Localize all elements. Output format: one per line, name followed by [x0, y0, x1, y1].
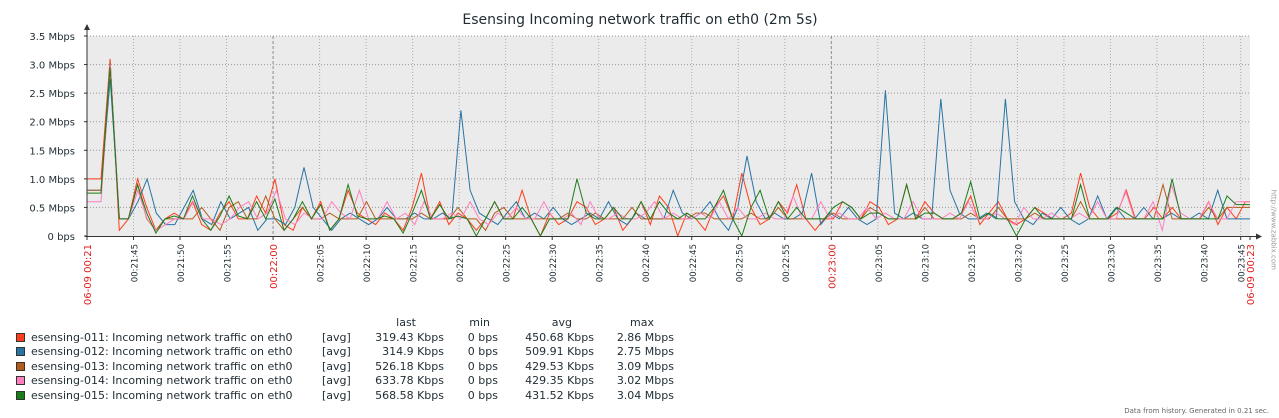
x-tick-label: 00:21:50 — [177, 244, 187, 282]
legend-max-value: 3.04 Mbps — [616, 388, 674, 402]
series-line-2 — [87, 78, 1250, 232]
legend-swatch — [16, 376, 25, 385]
series-lines — [87, 58, 1250, 238]
x-tick-label: 00:22:15 — [410, 244, 420, 282]
x-tick-label: 00:22:40 — [642, 244, 652, 282]
grid-lines — [87, 35, 1250, 236]
chart-title: Esensing Incoming network traffic on eth… — [462, 12, 817, 28]
legend-avg-value: 429.35 Kbps — [525, 374, 594, 387]
y-tick-label: 0.5 Mbps — [29, 203, 75, 214]
legend-min-value: 0 bps — [467, 374, 498, 387]
legend-header-avg: avg — [551, 316, 572, 329]
legend-min-value: 0 bps — [467, 388, 498, 402]
legend-function: [avg] — [322, 388, 351, 402]
legend-avg-value: 429.53 Kbps — [525, 359, 594, 373]
x-tick-label: 00:23:05 — [875, 244, 885, 282]
x-tick-label: 00:23:10 — [921, 244, 931, 282]
x-tick-label: 06-09 00:23 — [1246, 244, 1257, 305]
legend-header-last: last — [396, 316, 416, 329]
y-tick-label: 1.5 Mbps — [29, 146, 75, 157]
legend-function: [avg] — [322, 374, 351, 387]
x-tick-label: 00:23:20 — [1014, 244, 1024, 282]
legend-max-value: 2.75 Mbps — [616, 345, 674, 358]
legend-last-value: 633.78 Kbps — [375, 374, 444, 387]
y-axis-arrow-icon — [84, 24, 90, 30]
x-tick-label: 00:23:25 — [1061, 244, 1071, 282]
legend-name: esensing-015: Incoming network traffic o… — [31, 388, 293, 402]
x-tick-label: 00:22:30 — [549, 244, 559, 282]
legend-swatch — [16, 347, 25, 356]
y-tick-label: 1.0 Mbps — [29, 175, 75, 186]
legend-name: esensing-014: Incoming network traffic o… — [31, 374, 293, 387]
x-tick-label: 00:22:50 — [735, 244, 745, 282]
x-tick-label: 00:22:45 — [689, 244, 699, 282]
x-tick-label: 00:23:00 — [827, 244, 838, 289]
zabbix-watermark: http://www.zabbix.com — [1269, 189, 1277, 270]
legend-last-value: 319.43 Kbps — [375, 330, 444, 344]
legend-function: [avg] — [322, 330, 351, 344]
legend-min-value: 0 bps — [467, 330, 498, 344]
legend-swatch — [16, 361, 25, 371]
x-tick-label: 00:22:35 — [596, 244, 606, 282]
x-tick-label: 00:23:30 — [1107, 244, 1117, 282]
legend-header-max: max — [630, 316, 654, 329]
x-tick-label: 00:21:45 — [131, 244, 141, 282]
y-tick-label: 2.5 Mbps — [29, 89, 75, 100]
generation-footer: Data from history. Generated in 0.21 sec… — [1124, 407, 1269, 415]
x-tick-label: 00:22:55 — [782, 244, 792, 282]
x-tick-label: 00:23:40 — [1200, 244, 1210, 282]
y-tick-label: 3.5 Mbps — [29, 32, 75, 43]
legend-last-value: 526.18 Kbps — [375, 359, 444, 373]
x-axis-arrow-icon — [1256, 233, 1262, 240]
x-tick-label: 00:22:20 — [456, 244, 466, 282]
x-tick-label: 00:22:05 — [317, 244, 327, 282]
x-tick-label: 00:22:00 — [269, 244, 280, 289]
x-tick-label: 06-09 00:21 — [83, 244, 94, 305]
x-tick-label: 00:22:25 — [503, 244, 513, 282]
plot-area — [87, 36, 1250, 236]
series-line-5 — [87, 67, 1250, 238]
y-axis: 0 bps 0.5 Mbps 1.0 Mbps 1.5 Mbps 2.0 Mbps 2.5… — [29, 32, 87, 243]
legend-max-value: 3.09 Mbps — [616, 359, 674, 373]
x-tick-label: 00:23:15 — [968, 244, 978, 282]
x-axis: 06-09 00:21 00:21:45 00:21:50 00:21:55 00:22… — [83, 236, 1257, 305]
legend-name: esensing-012: Incoming network traffic o… — [31, 345, 293, 358]
x-tick-label: 00:21:55 — [224, 244, 234, 282]
legend-swatch — [16, 390, 25, 400]
legend-header-min: min — [469, 316, 490, 329]
legend-avg-value: 509.91 Kbps — [525, 345, 594, 358]
legend-min-value: 0 bps — [467, 359, 498, 373]
legend-last-value: 314.9 Kbps — [382, 345, 444, 358]
legend-min-value: 0 bps — [467, 345, 498, 358]
legend-function: [avg] — [322, 359, 351, 373]
y-tick-label: 0 bps — [48, 232, 75, 243]
legend-swatch — [16, 332, 25, 342]
legend-avg-value: 450.68 Kbps — [525, 330, 594, 344]
legend-avg-value: 431.52 Kbps — [525, 388, 594, 402]
legend-function: [avg] — [322, 345, 351, 358]
legend-last-value: 568.58 Kbps — [375, 388, 444, 402]
traffic-chart: Esensing Incoming network traffic on eth… — [29, 12, 1262, 305]
y-tick-label: 3.0 Mbps — [29, 61, 75, 72]
legend-max-value: 3.02 Mbps — [616, 374, 674, 387]
x-tick-label: 00:23:45 — [1238, 244, 1248, 282]
legend-name: esensing-013: Incoming network traffic o… — [31, 359, 293, 373]
y-tick-label: 2.0 Mbps — [29, 118, 75, 129]
x-tick-label: 00:22:10 — [363, 244, 373, 282]
x-tick-label: 00:23:35 — [1154, 244, 1164, 282]
legend-max-value: 2.86 Mbps — [616, 330, 674, 344]
legend-name: esensing-011: Incoming network traffic o… — [31, 330, 293, 344]
